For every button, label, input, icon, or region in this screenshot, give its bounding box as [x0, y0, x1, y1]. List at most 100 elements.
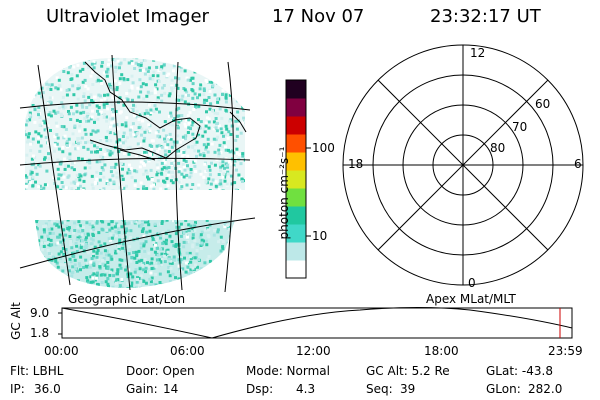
image-pixel: [206, 275, 210, 279]
image-pixel: [217, 240, 221, 244]
image-pixel: [232, 94, 236, 98]
image-pixel: [67, 62, 71, 66]
image-pixel: [61, 105, 65, 108]
image-pixel: [105, 228, 109, 232]
image-pixel: [101, 189, 105, 191]
image-pixel: [245, 71, 248, 74]
image-pixel: [49, 289, 52, 292]
image-pixel: [250, 143, 253, 146]
image-pixel: [36, 289, 39, 292]
image-pixel: [39, 134, 43, 138]
image-pixel: [78, 246, 82, 250]
image-pixel: [204, 179, 208, 183]
image-pixel: [135, 170, 139, 174]
image-pixel: [188, 251, 192, 255]
image-pixel: [154, 264, 158, 268]
image-pixel: [183, 122, 187, 126]
image-pixel: [64, 248, 68, 251]
image-pixel: [56, 284, 60, 288]
image-pixel: [43, 230, 46, 234]
image-pixel: [174, 232, 178, 236]
image-pixel: [138, 68, 142, 72]
image-pixel: [103, 163, 107, 167]
image-pixel: [128, 163, 131, 167]
image-pixel: [92, 272, 96, 276]
image-pixel: [55, 280, 59, 284]
image-pixel: [125, 92, 129, 95]
image-pixel: [88, 249, 92, 253]
image-pixel: [216, 112, 220, 116]
image-pixel: [28, 118, 32, 122]
image-pixel: [124, 258, 128, 262]
image-pixel: [221, 189, 225, 191]
image-pixel: [148, 77, 152, 81]
image-pixel: [86, 160, 89, 164]
image-pixel: [90, 115, 94, 119]
image-pixel: [131, 81, 135, 85]
image-pixel: [219, 150, 223, 154]
image-pixel: [56, 265, 60, 269]
image-pixel: [42, 228, 46, 232]
image-pixel: [43, 121, 47, 125]
image-pixel: [57, 147, 61, 151]
image-pixel: [139, 160, 143, 164]
image-pixel: [170, 162, 174, 165]
polar-diagonal-2: [377, 79, 549, 251]
image-pixel: [126, 136, 129, 140]
image-pixel: [205, 220, 209, 222]
image-pixel: [214, 272, 218, 276]
image-pixel: [240, 177, 244, 181]
image-pixel: [222, 258, 225, 262]
image-pixel: [191, 233, 195, 237]
footer-seq-value: 39: [400, 382, 416, 396]
image-pixel: [57, 78, 61, 82]
image-pixel: [163, 160, 167, 164]
image-pixel: [89, 74, 93, 78]
footer-gain-value: 14: [163, 382, 179, 396]
image-pixel: [227, 227, 231, 231]
image-pixel: [124, 139, 128, 143]
image-pixel: [156, 253, 160, 257]
image-pixel: [115, 171, 119, 175]
image-pixel: [130, 221, 134, 225]
image-pixel: [37, 136, 41, 140]
image-pixel: [210, 195, 213, 198]
colorbar: [285, 79, 311, 279]
image-pixel: [65, 275, 69, 279]
image-pixel: [34, 166, 38, 170]
image-pixel: [88, 166, 92, 170]
image-pixel: [188, 175, 192, 179]
image-pixel: [244, 94, 245, 98]
image-pixel: [202, 89, 206, 93]
image-pixel: [83, 166, 87, 170]
image-pixel: [221, 266, 225, 270]
image-pixel: [234, 138, 238, 142]
image-pixel: [149, 184, 153, 188]
image-pixel: [229, 62, 233, 66]
image-pixel: [182, 175, 186, 179]
image-pixel: [94, 130, 98, 134]
image-pixel: [86, 57, 90, 61]
image-pixel: [31, 104, 35, 107]
image-pixel: [139, 288, 142, 291]
image-pixel: [85, 221, 89, 225]
image-pixel: [127, 168, 131, 172]
image-pixel: [219, 165, 223, 169]
image-pixel: [88, 222, 92, 226]
image-pixel: [55, 124, 59, 128]
image-pixel: [91, 70, 95, 74]
image-pixel: [35, 64, 38, 67]
image-pixel: [25, 182, 28, 186]
image-pixel: [95, 251, 99, 255]
image-pixel: [82, 92, 86, 96]
image-pixel: [144, 281, 148, 285]
image-pixel: [238, 270, 241, 273]
image-pixel: [169, 138, 173, 142]
image-pixel: [124, 268, 128, 272]
image-pixel: [41, 91, 45, 95]
image-pixel: [32, 249, 35, 252]
image-pixel: [208, 173, 212, 177]
image-pixel: [199, 286, 203, 288]
image-pixel: [149, 168, 153, 172]
image-pixel: [177, 264, 181, 268]
